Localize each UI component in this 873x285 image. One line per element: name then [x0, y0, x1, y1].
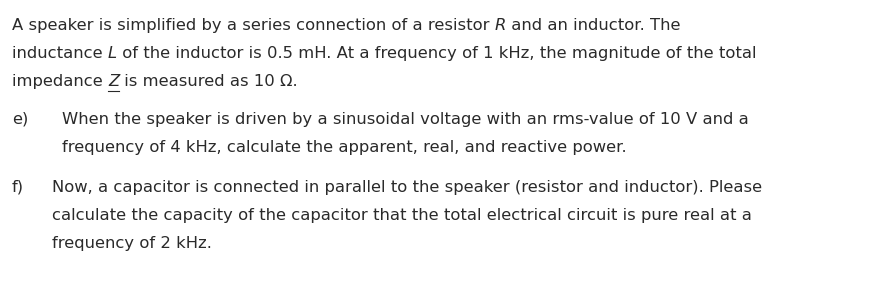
Text: Z: Z	[108, 74, 120, 89]
Text: R: R	[495, 18, 506, 33]
Text: impedance: impedance	[12, 74, 108, 89]
Text: Now, a capacitor is connected in parallel to the speaker (resistor and inductor): Now, a capacitor is connected in paralle…	[52, 180, 762, 195]
Text: When the speaker is driven by a sinusoidal voltage with an rms-value of 10 V and: When the speaker is driven by a sinusoid…	[62, 112, 749, 127]
Text: A speaker is simplified by a series connection of a resistor: A speaker is simplified by a series conn…	[12, 18, 495, 33]
Text: is measured as 10 Ω.: is measured as 10 Ω.	[120, 74, 298, 89]
Text: calculate the capacity of the capacitor that the total electrical circuit is pur: calculate the capacity of the capacitor …	[52, 208, 752, 223]
Text: f): f)	[12, 180, 24, 195]
Text: of the inductor is 0.5 mH. At a frequency of 1 kHz, the magnitude of the total: of the inductor is 0.5 mH. At a frequenc…	[117, 46, 757, 61]
Text: e): e)	[12, 112, 29, 127]
Text: frequency of 2 kHz.: frequency of 2 kHz.	[52, 236, 212, 251]
Text: inductance: inductance	[12, 46, 108, 61]
Text: frequency of 4 kHz, calculate the apparent, real, and reactive power.: frequency of 4 kHz, calculate the appare…	[62, 140, 627, 155]
Text: and an inductor. The: and an inductor. The	[506, 18, 681, 33]
Text: L: L	[108, 46, 117, 61]
